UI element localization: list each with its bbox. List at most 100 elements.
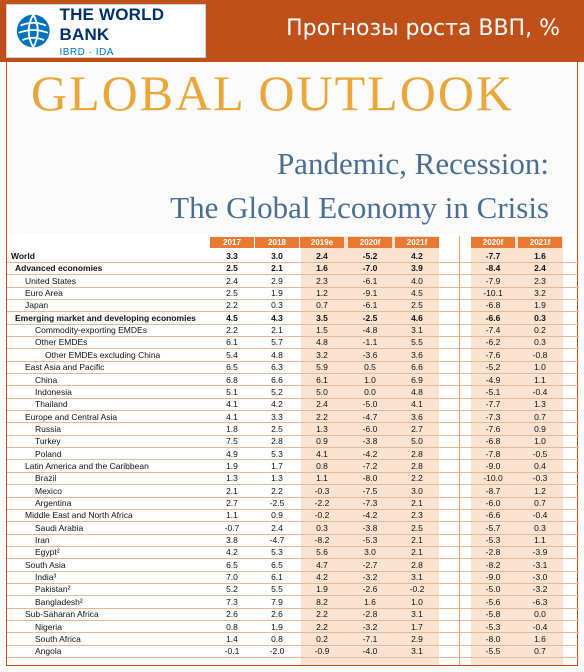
cell-value: -6.8 <box>485 436 501 447</box>
cell-value: -7.6 <box>485 423 501 434</box>
cell-value: -7.0 <box>362 263 378 274</box>
cell-value: 5.9 <box>316 362 328 373</box>
row-separator <box>7 348 579 350</box>
cell-value: 0.0 <box>534 609 546 620</box>
cell-value: 2.5 <box>271 423 283 434</box>
cell-value: -4.7 <box>362 411 378 422</box>
cell-value: 1.2 <box>316 288 328 299</box>
cell-value: -2.2 <box>314 498 330 508</box>
row-label: South Africa <box>35 633 81 644</box>
cell-value: 5.7 <box>271 337 283 348</box>
cell-value: 2.7 <box>411 423 423 434</box>
table-row: Sub-Saharan Africa 2.6 2.6 2.2 -2.8 3.1 -5.8 0.… <box>7 608 579 620</box>
row-separator <box>7 274 579 276</box>
cell-value: -6.1 <box>362 275 378 286</box>
cell-value: 1.1 <box>316 473 328 484</box>
cell-value: 6.5 <box>271 559 283 570</box>
row-label: Euro Area <box>25 288 63 299</box>
cell-value: -0.7 <box>224 522 240 533</box>
cell-value: -6.6 <box>485 510 501 521</box>
cell-value: 7.3 <box>226 596 238 607</box>
row-label: Pakistan² <box>35 584 71 595</box>
table-row: Japan 2.2 0.3 0.7 -6.1 2.5 -6.8 1.9 <box>7 299 579 311</box>
cell-value: 0.7 <box>534 498 546 508</box>
logo-name: THE WORLD BANK <box>59 4 165 44</box>
cell-value: 3.1 <box>411 325 423 336</box>
cell-value: 2.4 <box>534 263 546 274</box>
cell-value: 7.5 <box>226 436 238 447</box>
row-label: East Asia and Pacific <box>25 362 105 373</box>
table-row: South Asia 6.5 6.5 4.7 -2.7 2.8 -8.2 -3.1 <box>7 559 579 571</box>
table-row: Saudi Arabia -0.7 2.4 0.3 -3.8 2.5 -5.7 0.3 <box>7 522 579 534</box>
table-row: Mexico 2.1 2.2 -0.3 -7.5 3.0 -8.7 1.2 <box>7 485 579 497</box>
cell-value: -0.4 <box>532 510 548 521</box>
cell-value: 2.5 <box>411 300 423 311</box>
cell-value: -3.0 <box>532 572 548 583</box>
cell-value: -5.3 <box>362 535 378 546</box>
cell-value: 1.3 <box>534 399 546 410</box>
cell-value: 2.9 <box>411 633 423 644</box>
table-row: Angola -0.1 -2.0 -0.9 -4.0 3.1 -5.5 0.7 <box>7 645 579 657</box>
cell-value: -8.0 <box>362 473 378 484</box>
cell-value: 0.7 <box>534 411 546 422</box>
row-separator <box>7 447 579 449</box>
cell-value: -8.7 <box>485 485 501 496</box>
cell-value: -4.7 <box>269 535 285 546</box>
cell-value: 6.5 <box>226 362 238 373</box>
cell-value: -6.0 <box>362 423 378 434</box>
cell-value: 2.8 <box>271 436 283 447</box>
cell-value: 1.8 <box>226 423 238 434</box>
row-label: Argentina <box>35 498 72 508</box>
cell-value: 2.4 <box>316 251 328 261</box>
table-row: Bangladesh² 7.3 7.9 8.2 1.6 1.0 -5.6 -6.3 <box>7 596 579 608</box>
cell-value: 3.9 <box>411 263 423 274</box>
cell-value: -8.2 <box>314 535 330 546</box>
cell-value: -3.8 <box>362 522 378 533</box>
row-separator <box>7 286 579 288</box>
row-label: India³ <box>35 572 57 583</box>
row-separator <box>7 311 579 313</box>
cell-value: -2.7 <box>362 559 378 570</box>
cell-value: 4.8 <box>316 337 328 348</box>
row-label: South Asia <box>25 559 66 570</box>
cell-value: 1.1 <box>534 535 546 546</box>
row-separator <box>7 533 579 535</box>
table-row: World 3.3 3.0 2.4 -5.2 4.2 -7.7 1.6 <box>7 250 579 262</box>
row-separator <box>7 496 579 498</box>
cell-value: -7.7 <box>485 399 501 410</box>
cell-value: 2.9 <box>271 275 283 286</box>
cell-value: 2.1 <box>411 498 423 508</box>
cell-value: -8.2 <box>485 559 501 570</box>
cell-value: 5.0 <box>316 386 328 397</box>
cell-value: -2.8 <box>485 547 501 558</box>
cell-value: 1.3 <box>316 423 328 434</box>
cell-value: 3.0 <box>364 547 376 558</box>
cell-value: 6.1 <box>316 374 328 385</box>
cell-value: 1.6 <box>364 596 376 607</box>
cell-value: -7.1 <box>362 633 378 644</box>
table-row: Pakistan² 5.2 5.5 1.9 -2.6 -0.2 -5.0 -3.2 <box>7 583 579 595</box>
cell-value: 2.4 <box>226 275 238 286</box>
cell-value: 7.9 <box>271 596 283 607</box>
row-label: Japan <box>25 300 49 311</box>
cell-value: 0.8 <box>271 633 283 644</box>
gdp-forecast-table: 2017 2018 2019e 2020f 2021f 2020f 2021f World 3.… <box>6 234 579 666</box>
cell-value: -0.8 <box>532 349 548 360</box>
cell-value: 5.3 <box>271 448 283 459</box>
row-label: Other EMDEs excluding China <box>45 349 161 360</box>
cell-value: 0.3 <box>271 300 283 311</box>
cell-value: 1.7 <box>411 621 423 632</box>
cell-value: 4.1 <box>226 411 238 422</box>
cell-value: 2.2 <box>226 325 238 336</box>
cell-value: 1.3 <box>226 473 238 484</box>
cell-value: -10.0 <box>483 473 503 484</box>
table-row: Euro Area 2.5 1.9 1.2 -9.1 4.5 -10.1 3.2 <box>7 287 579 299</box>
cell-value: -7.9 <box>485 275 501 286</box>
cell-value: 2.1 <box>411 535 423 546</box>
world-bank-logo: THE WORLD BANK IBRD · IDA <box>6 4 206 58</box>
cell-value: 2.3 <box>411 510 423 521</box>
cell-value: -3.1 <box>532 559 548 570</box>
row-label: Poland <box>35 448 62 459</box>
row-label: Egypt² <box>35 547 60 558</box>
cell-value: 4.5 <box>411 288 423 299</box>
